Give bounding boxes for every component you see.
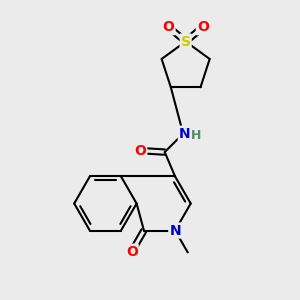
Text: N: N (169, 224, 181, 238)
Text: O: O (134, 144, 146, 158)
Text: S: S (181, 34, 191, 49)
Text: O: O (163, 20, 175, 34)
Text: H: H (190, 129, 201, 142)
Text: N: N (179, 127, 190, 141)
Text: O: O (126, 244, 138, 259)
Text: O: O (197, 20, 209, 34)
